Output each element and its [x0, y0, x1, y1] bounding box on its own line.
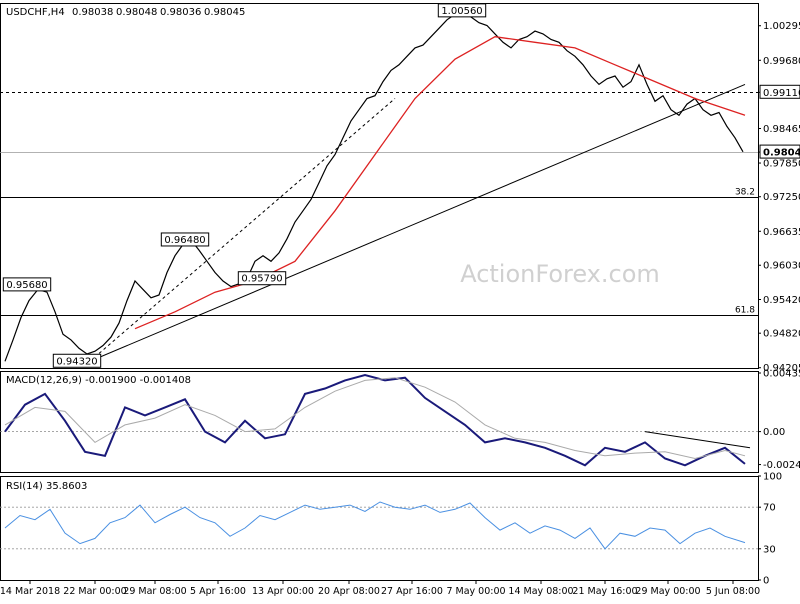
price-label-2: 0.95680: [6, 280, 47, 291]
ohlc-value-1: 0.98048: [116, 7, 157, 18]
price-highlight-box-1: [759, 144, 800, 159]
price-label-box-1: [160, 232, 210, 247]
price-series-1: [134, 36, 746, 330]
ohlc-value-3: 0.98045: [204, 7, 245, 18]
xtick-label-7: 7 May 00:00: [446, 586, 505, 597]
xtick-label-8: 14 May 08:00: [508, 586, 573, 597]
panel-frame-price: [0, 3, 759, 369]
xtick-label-5: 20 Apr 08:00: [318, 586, 380, 597]
price-ytick-label-11: 0.94205: [763, 363, 800, 374]
xtick-label-3: 5 Apr 16:00: [190, 586, 246, 597]
price-label-box-4: [52, 353, 102, 368]
hline-label-2: 61.8: [735, 306, 755, 316]
panel-frame-macd: [0, 371, 759, 473]
panel-frame-rsi: [0, 476, 759, 581]
price-label-1: 0.96480: [164, 235, 205, 246]
rsi-title: RSI(14) 35.8603: [6, 481, 87, 492]
ohlc-value-0: 0.98038: [72, 7, 113, 18]
price-ytick-label-3: 0.98465: [763, 124, 800, 135]
price-label-box-0: [437, 3, 487, 18]
price-series-0: [4, 10, 744, 362]
price-label-box-2: [2, 277, 52, 292]
xtick-label-2: 29 Mar 08:00: [123, 586, 186, 597]
price-ytick-label-0: 1.00295: [763, 21, 800, 32]
watermark: ActionForex.com: [460, 260, 660, 288]
trendline-0: [89, 83, 746, 362]
macd-ytick-label-0: 0.004351: [763, 369, 800, 380]
macd-series-0: [4, 373, 746, 467]
xtick-label-4: 13 Apr 00:00: [252, 586, 314, 597]
rsi-series-0: [4, 501, 746, 550]
macd-trendline-0: [644, 431, 751, 449]
xtick-label-1: 22 Mar 00:00: [63, 586, 126, 597]
xtick-label-6: 27 Apr 16:00: [381, 586, 443, 597]
xtick-label-0: 14 Mar 2018: [0, 586, 60, 597]
rsi-ytick-label-3: 0: [763, 576, 769, 587]
price-label-box-3: [237, 271, 287, 286]
rsi-ytick-label-1: 70: [763, 503, 776, 514]
rsi-ytick-label-2: 30: [763, 544, 776, 555]
price-title: USDCHF,H4: [6, 7, 65, 18]
price-label-4: 0.94320: [56, 356, 97, 367]
price-label-0: 1.00560: [441, 6, 482, 17]
macd-ytick-label-1: 0.00: [763, 427, 785, 438]
price-highlight-box-0: [759, 84, 800, 99]
price-highlight-label-1: 0.98045: [763, 148, 800, 159]
hline-label-1: 38.2: [735, 188, 755, 198]
ohlc-value-2: 0.98036: [160, 7, 201, 18]
trendline-1: [89, 98, 396, 362]
macd-ytick-label-2: -0.002448: [763, 460, 800, 471]
macd-series-1: [4, 377, 746, 460]
macd-title: MACD(12,26,9) -0.001900 -0.001408: [6, 375, 191, 386]
price-label-3: 0.95790: [241, 274, 282, 285]
price-ytick-label-7: 0.96635: [763, 227, 800, 238]
xtick-label-10: 29 May 00:00: [635, 586, 700, 597]
xtick-label-11: 5 Jun 08:00: [706, 586, 760, 597]
rsi-ytick-label-0: 100: [763, 472, 782, 483]
xtick-label-9: 21 May 16:00: [572, 586, 637, 597]
